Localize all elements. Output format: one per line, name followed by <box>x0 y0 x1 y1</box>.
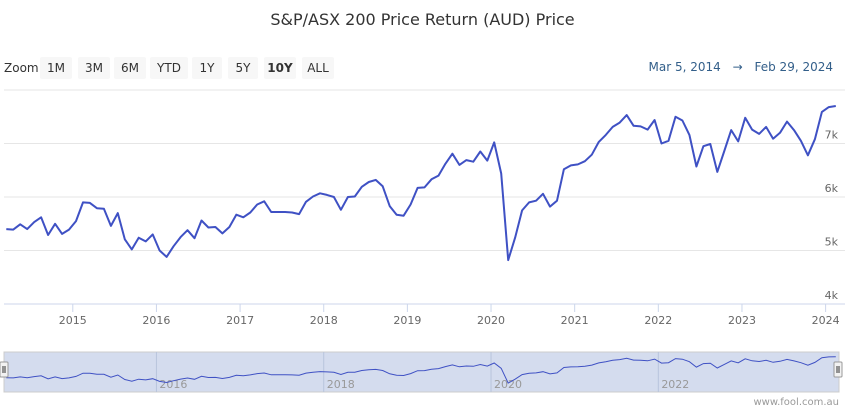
x-tick-label: 2021 <box>561 314 589 327</box>
chart-title: S&P/ASX 200 Price Return (AUD) Price <box>270 10 575 29</box>
x-tick-label: 2022 <box>644 314 672 327</box>
x-tick-label: 2016 <box>142 314 170 327</box>
y-tick-label: 4k <box>825 289 839 302</box>
navigator-mask <box>3 351 840 393</box>
navigator-handle-left[interactable] <box>0 361 9 378</box>
arrow: → <box>732 60 743 74</box>
date-to[interactable]: Feb 29, 2024 <box>754 60 834 74</box>
y-tick-label: 7k <box>825 129 839 142</box>
date-from[interactable]: Mar 5, 2014 <box>648 60 721 74</box>
x-tick-label: 2018 <box>310 314 338 327</box>
navigator-handle-right[interactable] <box>833 361 843 378</box>
zoom-button-5y[interactable]: 5Y <box>228 57 258 79</box>
navigator-tick-label: 2022 <box>661 378 689 391</box>
x-tick-label: 2019 <box>393 314 421 327</box>
zoom-button-6m[interactable]: 6M <box>114 57 146 79</box>
x-tick-label: 2020 <box>477 314 505 327</box>
zoom-button-ytd[interactable]: YTD <box>150 57 188 79</box>
navigator-series <box>6 356 836 384</box>
zoom-button-1y[interactable]: 1Y <box>192 57 222 79</box>
zoom-label: Zoom <box>4 61 39 75</box>
navigator-tick-label: 2016 <box>159 378 187 391</box>
credit-link[interactable]: www.fool.com.au <box>753 397 839 408</box>
x-tick-label: 2024 <box>812 314 840 327</box>
zoom-button-10y[interactable]: 10Y <box>264 57 296 79</box>
zoom-button-1m[interactable]: 1M <box>40 57 72 79</box>
x-tick-label: 2015 <box>59 314 87 327</box>
date-range: Mar 5, 2014 → Feb 29, 2024 <box>649 60 833 74</box>
x-tick-label: 2017 <box>226 314 254 327</box>
price-line <box>6 105 836 262</box>
navigator-tick-label: 2018 <box>327 378 355 391</box>
zoom-button-all[interactable]: ALL <box>302 57 334 79</box>
navigator-tick-label: 2020 <box>494 378 522 391</box>
y-tick-label: 5k <box>825 236 839 249</box>
y-tick-label: 6k <box>825 182 839 195</box>
zoom-button-3m[interactable]: 3M <box>78 57 110 79</box>
x-tick-label: 2023 <box>728 314 756 327</box>
